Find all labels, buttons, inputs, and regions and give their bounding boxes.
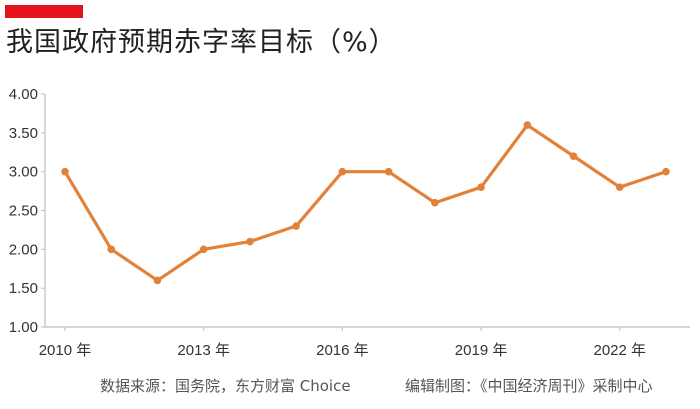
data-point xyxy=(662,167,670,176)
chart-title: 我国政府预期赤字率目标（%） xyxy=(6,27,397,58)
x-tick-label: 2010 年 xyxy=(39,342,92,359)
x-tick-label: 2016 年 xyxy=(316,342,369,359)
data-point xyxy=(153,276,162,285)
data-source-note: 数据来源：国务院，东方财富 Choice xyxy=(100,377,351,395)
y-tick-label: 3.50 xyxy=(9,125,38,142)
y-tick-label: 1.50 xyxy=(9,280,38,297)
data-point xyxy=(246,237,254,246)
y-tick-label: 2.00 xyxy=(9,241,38,258)
data-point xyxy=(569,152,578,160)
data-point xyxy=(61,167,69,176)
x-tick-label: 2022 年 xyxy=(593,342,646,359)
x-tick-label: 2019 年 xyxy=(455,342,508,359)
data-point xyxy=(292,222,300,230)
data-point xyxy=(431,198,439,207)
data-point xyxy=(523,121,532,129)
data-point xyxy=(107,245,116,254)
y-tick-label: 1.00 xyxy=(9,319,38,336)
data-point xyxy=(615,183,624,191)
y-tick-label: 4.00 xyxy=(9,86,38,103)
data-point xyxy=(477,183,485,191)
series-line xyxy=(63,123,668,282)
data-point xyxy=(384,167,393,176)
y-tick-label: 2.50 xyxy=(9,203,38,220)
editor-credit-note: 编辑制图：《中国经济周刊》采制中心 xyxy=(405,377,653,395)
y-tick-label: 3.00 xyxy=(9,164,38,181)
brand-accent-bar xyxy=(5,5,83,18)
data-point xyxy=(199,245,208,254)
data-point xyxy=(338,167,347,176)
x-tick-label: 2013 年 xyxy=(177,342,230,359)
